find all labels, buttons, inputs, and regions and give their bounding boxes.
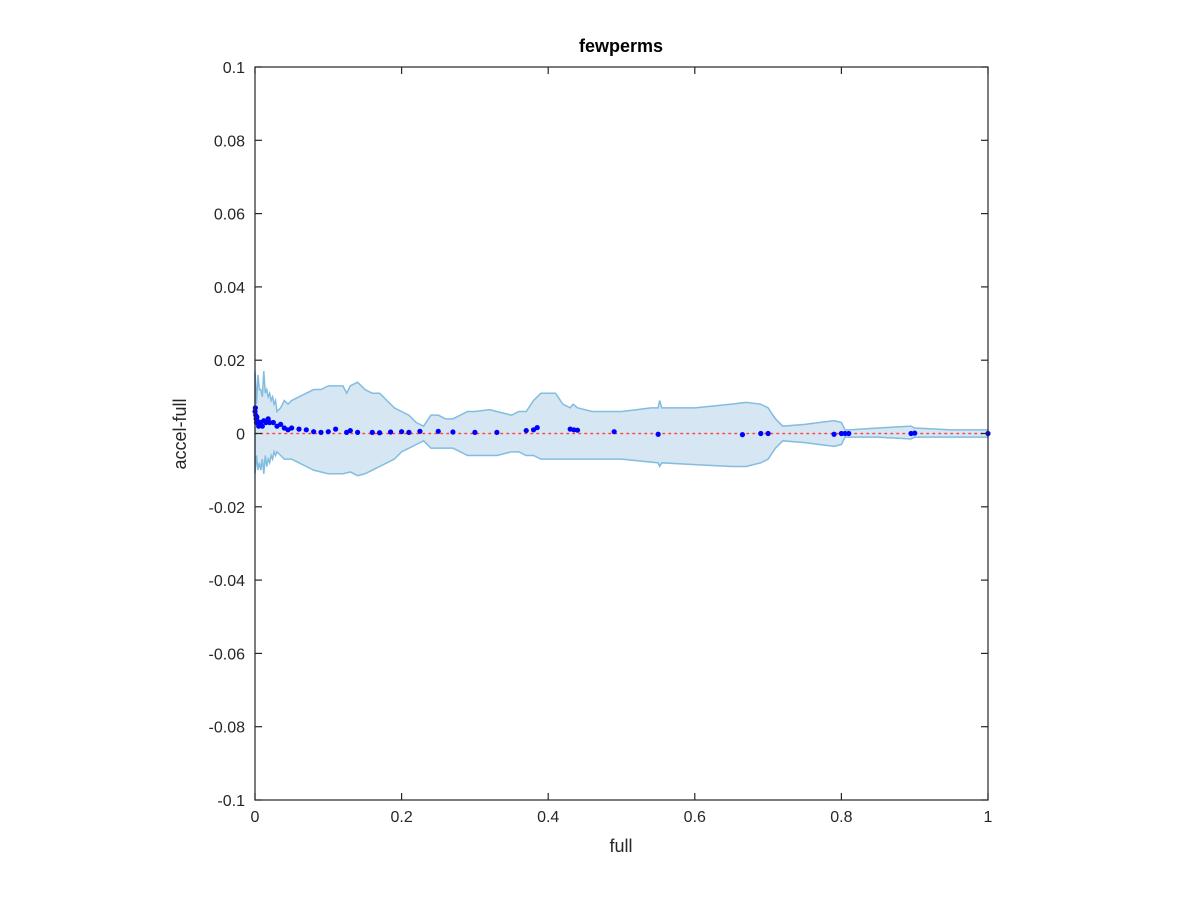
data-point: [472, 429, 478, 436]
data-point: [296, 426, 302, 432]
data-point: [846, 430, 852, 437]
y-tick-label: 0.04: [214, 280, 245, 297]
data-point: [534, 425, 540, 431]
data-point: [325, 429, 331, 435]
y-tick-label: -0.02: [209, 500, 246, 517]
data-point: [355, 429, 361, 436]
y-axis-ticks: -0.1 -0.08 -0.06 -0.04 -0.02 0 0.02 0.04 0.06 0.0…: [209, 60, 988, 810]
data-point: [311, 429, 317, 435]
data-point: [655, 431, 661, 437]
data-point: [574, 427, 581, 433]
x-tick-label: 1: [984, 809, 993, 826]
y-tick-label: -0.04: [209, 573, 246, 590]
data-point: [765, 430, 771, 437]
data-point: [912, 430, 918, 436]
y-tick-label: 0: [236, 427, 245, 444]
data-point: [494, 429, 500, 436]
data-point: [417, 428, 423, 434]
x-tick-label: 0.6: [684, 809, 706, 826]
confidence-band: [254, 371, 989, 477]
x-tick-label: 0.4: [537, 809, 559, 826]
data-point: [388, 429, 394, 435]
data-point: [289, 425, 295, 431]
data-point: [842, 430, 848, 437]
data-point: [739, 431, 746, 438]
data-point: [758, 430, 764, 437]
data-point: [267, 419, 273, 426]
y-tick-label: 0.08: [214, 133, 245, 150]
data-point: [377, 430, 383, 436]
y-tick-label: -0.08: [209, 720, 246, 737]
data-point: [838, 430, 845, 437]
x-axis-label: full: [609, 836, 632, 856]
data-point: [523, 427, 529, 434]
data-point: [278, 421, 284, 427]
x-tick-label: 0.8: [830, 809, 852, 826]
y-tick-label: 0.06: [214, 207, 245, 224]
data-point: [611, 429, 617, 435]
y-tick-label: 0.02: [214, 353, 245, 370]
data-point: [270, 419, 276, 426]
data-point: [399, 429, 405, 435]
y-tick-label: 0.1: [223, 60, 245, 77]
x-axis-ticks: 0 0.2 0.4 0.6 0.8 1: [251, 67, 993, 826]
data-point: [435, 428, 441, 434]
data-point: [303, 427, 309, 433]
data-point: [831, 431, 837, 437]
data-point: [318, 429, 324, 436]
data-point: [369, 429, 375, 436]
y-tick-label: -0.06: [209, 646, 246, 663]
x-tick-label: 0.2: [390, 809, 412, 826]
data-point: [347, 427, 353, 434]
data-point: [450, 429, 456, 435]
data-point: [333, 426, 339, 432]
y-tick-label: -0.1: [217, 793, 245, 810]
data-point: [259, 423, 265, 429]
chart-title: fewperms: [579, 36, 663, 56]
data-point: [406, 429, 412, 436]
x-tick-label: 0: [251, 809, 260, 826]
y-axis-label: accel-full: [170, 398, 190, 469]
